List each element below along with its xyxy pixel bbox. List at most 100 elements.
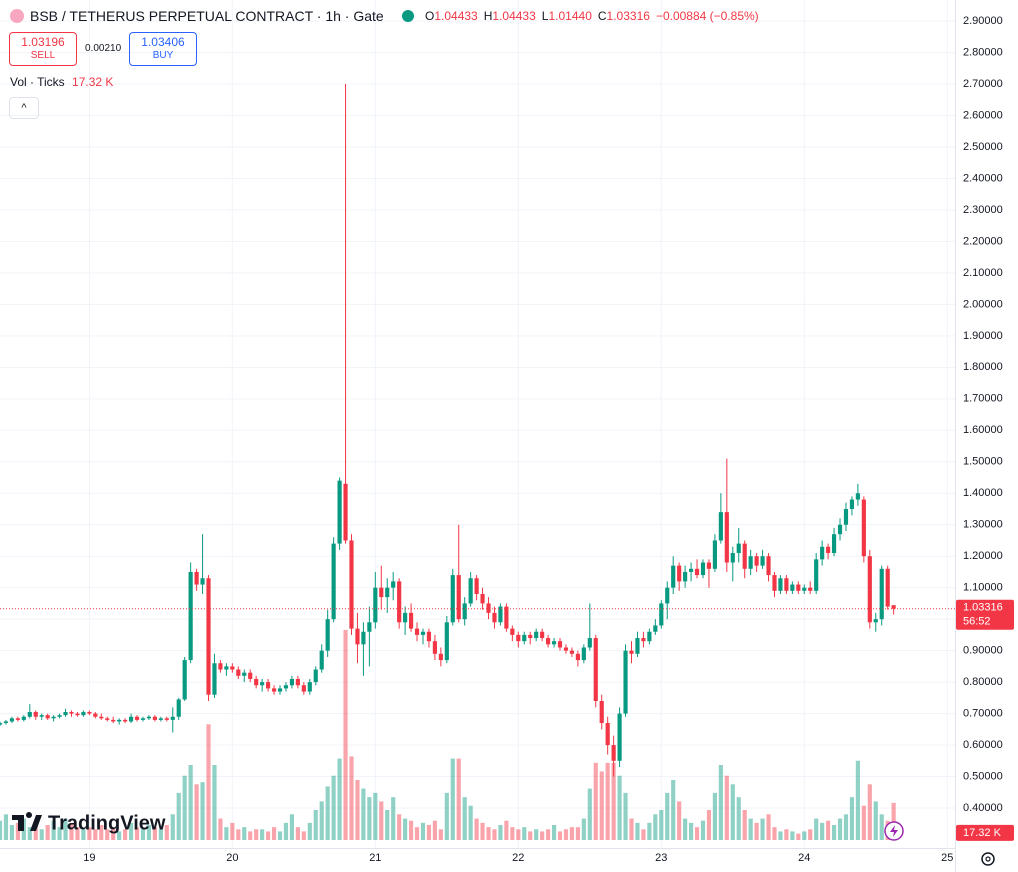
volume-bar	[760, 818, 765, 840]
volume-bar	[593, 762, 598, 840]
volume-bar	[343, 630, 348, 840]
buy-button[interactable]: 1.03406 BUY	[129, 32, 197, 66]
volume-bar	[522, 827, 527, 840]
candle-body	[534, 631, 539, 639]
y-tick-label: 1.30000	[963, 519, 1003, 531]
candle-body	[117, 719, 122, 722]
sell-price: 1.03196	[21, 35, 65, 49]
candle-body	[27, 712, 32, 717]
volume-bar	[677, 801, 682, 840]
candle-body	[557, 641, 563, 648]
volume-bar	[117, 831, 122, 840]
logo-icon	[12, 812, 42, 831]
candle-body	[462, 603, 467, 620]
candle-body	[861, 499, 866, 557]
candle-body	[266, 682, 271, 689]
volume-bar	[790, 831, 795, 840]
volume-bar	[200, 782, 205, 840]
candle-body	[820, 546, 825, 560]
symbol-icon	[10, 9, 24, 23]
volume-tag-box	[956, 824, 1014, 841]
candle-body	[385, 587, 390, 598]
candle-body	[105, 718, 110, 720]
candle-body	[814, 559, 819, 591]
x-tick-label: 23	[655, 852, 667, 864]
volume-bar	[182, 775, 187, 840]
alert-icon[interactable]	[884, 821, 904, 841]
sell-label: SELL	[30, 50, 56, 61]
volume-bars	[0, 630, 896, 840]
volume-bar	[837, 818, 843, 840]
volume-bar	[289, 814, 295, 840]
candle-body	[742, 543, 747, 569]
volume-bar	[295, 827, 300, 840]
volume-bar	[611, 762, 616, 840]
candle-body	[361, 631, 366, 645]
volume-bar	[778, 831, 783, 840]
volume-bar	[587, 788, 592, 840]
candle-body	[63, 712, 68, 716]
volume-bar	[51, 820, 56, 840]
volume-bar	[105, 829, 110, 840]
volume-bar	[873, 801, 878, 840]
sell-button[interactable]: 1.03196 SELL	[9, 32, 77, 66]
volume-bar	[456, 758, 461, 840]
candle-body	[391, 581, 396, 588]
candle-body	[486, 603, 491, 613]
candle-body	[712, 540, 717, 569]
x-tick-label: 22	[512, 852, 524, 864]
volume-bar	[563, 829, 569, 840]
candle-body	[468, 578, 473, 604]
y-tick-label: 1.80000	[963, 361, 1003, 373]
candle-body	[343, 483, 348, 541]
volume-bar	[188, 765, 193, 840]
volume-bar	[45, 825, 50, 840]
volume-bar	[641, 829, 646, 840]
candle-body	[867, 556, 872, 623]
candle-body	[182, 660, 187, 700]
volume-bar	[820, 822, 825, 840]
volume-bar	[736, 797, 741, 840]
candle-body	[891, 605, 896, 609]
y-tick-label: 2.30000	[963, 204, 1003, 216]
x-tick-label: 25	[941, 852, 953, 864]
volume-bar	[9, 825, 15, 840]
settings-icon[interactable]	[981, 852, 995, 866]
candle-body	[9, 718, 15, 722]
volume-bar	[63, 818, 68, 840]
volume-bar	[504, 820, 509, 840]
candle-body	[373, 587, 378, 623]
candle-body	[3, 721, 9, 724]
candle-body	[683, 571, 688, 582]
candle-body	[15, 718, 20, 720]
candle-body	[158, 718, 163, 720]
candle-body	[21, 716, 26, 720]
volume-bar	[730, 784, 735, 840]
candle-body	[831, 534, 837, 554]
volume-bar	[826, 820, 831, 840]
candle-body	[605, 723, 610, 746]
candle-body	[826, 546, 831, 554]
volume-bar	[152, 827, 157, 840]
volume-bar	[480, 822, 485, 840]
volume-bar	[128, 822, 134, 840]
volume-bar	[170, 814, 175, 840]
volume-bar	[123, 829, 128, 840]
volume-bar	[266, 831, 271, 840]
volume-bar	[111, 827, 116, 840]
volume-bar	[367, 797, 372, 840]
candle-body	[718, 512, 723, 541]
buy-price: 1.03406	[141, 35, 185, 49]
collapse-button[interactable]: ^	[9, 97, 39, 119]
volume-bar	[355, 780, 360, 840]
volume-bar	[635, 822, 640, 840]
volume-bar	[15, 822, 20, 840]
candle-body	[271, 688, 277, 692]
volume-bar	[426, 825, 432, 840]
candle-body	[206, 578, 211, 695]
candle-body	[331, 543, 336, 620]
candle-body	[200, 578, 205, 585]
ohlc-legend: O1.04433 H1.04433 L1.01440 C1.03316 −0.00884…	[425, 9, 759, 23]
candle-body	[808, 587, 813, 591]
